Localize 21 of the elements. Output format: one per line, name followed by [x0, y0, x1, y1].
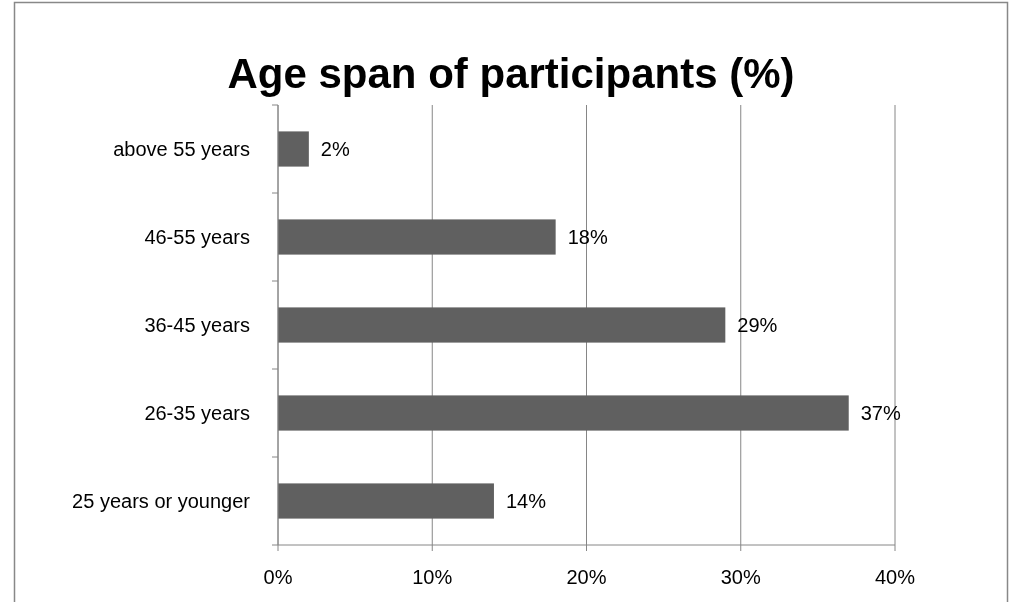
y-tick-label: 46-55 years [144, 226, 250, 248]
x-tick-label: 40% [874, 566, 916, 588]
y-tick-label: above 55 years [113, 138, 250, 160]
y-tick-label: 25 years or younger [72, 490, 251, 512]
x-tick-label: 0% [263, 566, 293, 588]
bar [278, 131, 309, 167]
x-tick-label: 30% [720, 566, 761, 588]
y-tick-label: 26-35 years [144, 402, 250, 424]
bar [278, 307, 726, 343]
x-tick-label: 10% [412, 566, 453, 588]
bar [278, 483, 494, 519]
data-label: 37% [860, 402, 901, 424]
data-label: 18% [567, 226, 608, 248]
bar [278, 395, 849, 431]
bar [278, 219, 556, 255]
y-tick-label: 36-45 years [144, 314, 250, 336]
data-label: 2% [320, 138, 350, 160]
data-label: 29% [737, 314, 778, 336]
data-label: 14% [505, 490, 547, 512]
chart-title: Age span of participants (%) [227, 50, 795, 97]
x-tick-label: 20% [566, 566, 607, 588]
